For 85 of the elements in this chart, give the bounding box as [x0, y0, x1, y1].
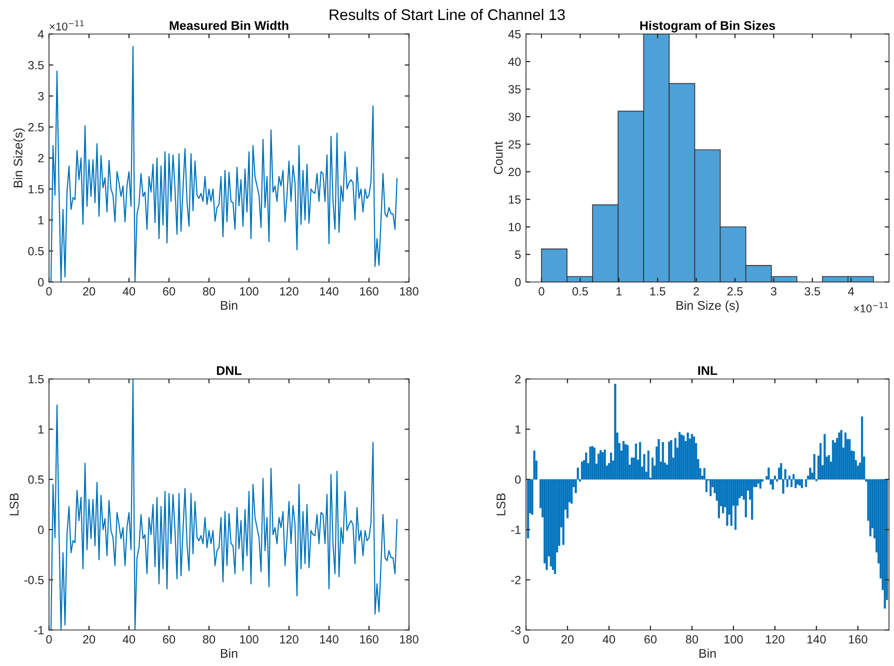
y-tick-label: 20: [508, 168, 521, 176]
y-tick-label: 30: [508, 112, 521, 122]
x-tick-label: 20: [562, 635, 574, 644]
y-tick-label: 2: [515, 375, 521, 384]
chart-title: INL: [698, 366, 718, 375]
x-tick-label: 160: [360, 635, 378, 644]
y-tick-label: 3.5: [28, 61, 44, 70]
y-tick-label: 1.5: [28, 185, 44, 194]
y-axis-title: LSB: [496, 493, 506, 516]
y-axis-title: LSB: [10, 493, 19, 516]
y-tick-label: 5: [515, 250, 521, 259]
x-tick-label: 40: [122, 287, 136, 296]
y-tick-label: -2: [511, 576, 521, 584]
x-tick-label: 80: [202, 287, 216, 296]
x-tick-label: 120: [280, 635, 298, 644]
y-axis-title: Count: [494, 141, 503, 174]
x-tick-label: 2.5: [727, 287, 743, 296]
x-tick-label: 4: [848, 287, 854, 296]
x-tick-label: 160: [848, 635, 868, 644]
x-tick-label: 20: [83, 635, 96, 644]
chart-title: Histogram of Bin Sizes: [640, 20, 776, 32]
line-series: [50, 46, 398, 282]
y-tick-label: -1: [34, 626, 44, 634]
x-tick-label: 0: [538, 287, 544, 296]
x-tick-label: 3: [770, 287, 776, 296]
y-tick-label: 1: [38, 216, 44, 224]
x-tick-label: 2: [694, 287, 699, 296]
y-tick-label: 1: [38, 425, 44, 434]
text: ×10$^{−11}$: [50, 20, 84, 30]
x-tick-label: 180: [400, 287, 418, 296]
x-tick-label: 100: [724, 635, 743, 644]
x-tick-label: 1.5: [650, 287, 666, 296]
y-tick-label: 4: [38, 30, 44, 38]
y-tick-label: -3: [511, 626, 521, 634]
x-axis-title: Bin: [699, 648, 716, 658]
y-tick-label: 15: [508, 195, 521, 204]
x-tick-label: 0.5: [572, 287, 588, 296]
y-tick-label: 0.5: [28, 475, 44, 484]
y-tick-label: 40: [508, 58, 521, 66]
y-tick-label: 35: [508, 85, 521, 94]
x-tick-label: 40: [122, 635, 136, 644]
y-tick-label: 0: [38, 278, 44, 286]
x-tick-label: 40: [602, 635, 616, 644]
x-tick-label: 80: [202, 635, 216, 644]
y-tick-label: -1: [511, 526, 521, 534]
x-tick-label: 60: [163, 287, 176, 296]
x-tick-label: 80: [686, 635, 698, 644]
y-tick-label: 0: [515, 278, 521, 286]
y-tick-label: 10: [508, 222, 521, 232]
y-tick-label: 0: [38, 526, 44, 534]
x-tick-label: 60: [163, 635, 176, 644]
text: ×10$^{−11}$: [854, 302, 888, 312]
x-tick-label: 20: [83, 287, 96, 296]
x-tick-label: 120: [280, 287, 298, 296]
x-tick-label: 140: [807, 635, 826, 644]
y-tick-label: 2: [38, 154, 44, 162]
x-tick-label: 140: [320, 287, 338, 296]
x-tick-label: 180: [400, 635, 418, 644]
y-tick-label: -0.5: [24, 576, 44, 584]
x-axis-title: Bin: [220, 648, 238, 658]
y-tick-label: 1.5: [28, 375, 44, 384]
x-tick-label: 0: [46, 635, 52, 644]
x-tick-label: 3.5: [804, 287, 820, 296]
x-tick-label: 160: [360, 287, 378, 296]
x-tick-label: 140: [320, 635, 338, 644]
y-axis-title: Bin Size(s): [13, 128, 25, 188]
x-tick-label: 100: [240, 287, 258, 296]
y-tick-label: 1: [515, 425, 521, 434]
chart-title: DNL: [216, 366, 242, 375]
text: Results of Start Line of Channel 13: [330, 8, 565, 20]
x-tick-label: 0: [46, 287, 52, 296]
x-axis-title: Bin Size (s): [676, 300, 739, 312]
x-tick-label: 100: [240, 635, 258, 644]
y-tick-label: 25: [508, 140, 521, 149]
y-tick-label: 0: [515, 475, 521, 484]
x-tick-label: 60: [644, 635, 657, 644]
y-tick-label: 3: [38, 92, 44, 100]
x-tick-label: 120: [766, 635, 784, 644]
chart-title: Measured Bin Width: [170, 20, 288, 30]
y-tick-label: 0.5: [28, 247, 44, 256]
x-tick-label: 0: [523, 635, 529, 644]
x-tick-label: 1: [616, 287, 622, 296]
x-axis-title: Bin: [220, 300, 238, 310]
y-tick-label: 45: [508, 30, 521, 38]
y-tick-label: 2.5: [28, 123, 44, 132]
